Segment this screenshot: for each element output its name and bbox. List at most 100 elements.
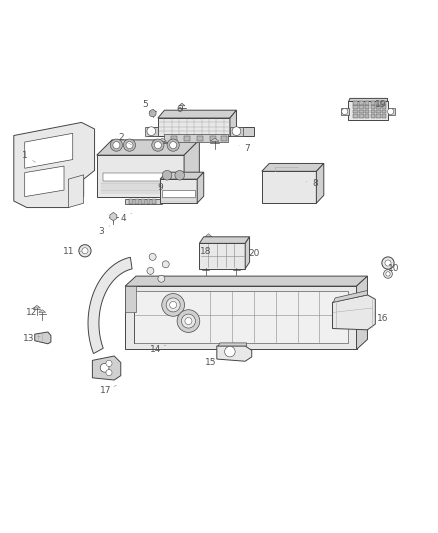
Polygon shape: [262, 171, 316, 203]
Circle shape: [79, 245, 91, 257]
Polygon shape: [316, 164, 324, 203]
Polygon shape: [39, 310, 46, 312]
Circle shape: [185, 318, 192, 325]
Circle shape: [124, 139, 136, 151]
Circle shape: [162, 294, 184, 316]
Circle shape: [154, 142, 161, 149]
Polygon shape: [158, 110, 237, 118]
Polygon shape: [353, 106, 358, 109]
Polygon shape: [376, 106, 381, 109]
Circle shape: [82, 248, 88, 254]
Polygon shape: [382, 101, 386, 104]
Polygon shape: [141, 199, 145, 204]
Circle shape: [126, 142, 133, 149]
Text: 19: 19: [375, 100, 386, 109]
Circle shape: [382, 257, 394, 269]
Text: 16: 16: [374, 313, 389, 324]
Polygon shape: [230, 110, 237, 135]
Circle shape: [100, 364, 109, 372]
Polygon shape: [25, 166, 64, 197]
Polygon shape: [359, 110, 364, 113]
Polygon shape: [376, 101, 381, 104]
Polygon shape: [152, 199, 156, 204]
Polygon shape: [218, 343, 247, 346]
Polygon shape: [33, 305, 40, 308]
Circle shape: [149, 253, 156, 261]
Text: 2: 2: [118, 133, 131, 145]
Polygon shape: [382, 110, 386, 113]
Circle shape: [110, 139, 123, 151]
Circle shape: [147, 268, 154, 274]
Polygon shape: [125, 286, 357, 350]
Polygon shape: [162, 190, 195, 197]
Polygon shape: [353, 110, 358, 113]
Circle shape: [167, 139, 179, 151]
Text: 7: 7: [239, 144, 250, 153]
Circle shape: [232, 127, 241, 135]
Circle shape: [170, 302, 177, 309]
Polygon shape: [135, 199, 139, 204]
Polygon shape: [349, 99, 388, 101]
Polygon shape: [145, 127, 158, 135]
Text: 13: 13: [23, 334, 40, 343]
Polygon shape: [332, 295, 375, 330]
Polygon shape: [262, 164, 324, 171]
Polygon shape: [88, 257, 132, 353]
Polygon shape: [376, 110, 381, 113]
Polygon shape: [245, 237, 250, 269]
Polygon shape: [25, 133, 73, 168]
Polygon shape: [134, 292, 348, 343]
Circle shape: [225, 346, 235, 357]
Polygon shape: [199, 244, 245, 269]
Polygon shape: [357, 276, 367, 350]
Polygon shape: [371, 114, 375, 118]
Text: 6: 6: [177, 105, 183, 114]
Circle shape: [162, 261, 169, 268]
Polygon shape: [35, 332, 51, 344]
Polygon shape: [371, 101, 375, 104]
Circle shape: [106, 360, 112, 367]
Polygon shape: [130, 199, 134, 204]
Circle shape: [170, 142, 177, 149]
Polygon shape: [125, 199, 162, 204]
Text: 18: 18: [200, 247, 212, 256]
Text: 9: 9: [157, 183, 163, 192]
Polygon shape: [160, 179, 197, 203]
Text: 5: 5: [142, 100, 151, 113]
Text: 11: 11: [63, 247, 82, 256]
Text: 1: 1: [22, 151, 35, 163]
Polygon shape: [184, 135, 190, 141]
Polygon shape: [341, 108, 349, 115]
Polygon shape: [199, 237, 250, 244]
Circle shape: [162, 171, 172, 180]
Polygon shape: [92, 356, 121, 380]
Polygon shape: [171, 135, 177, 141]
Text: 10: 10: [388, 264, 399, 273]
Polygon shape: [160, 172, 204, 179]
Polygon shape: [158, 118, 230, 135]
Circle shape: [106, 369, 112, 376]
Circle shape: [384, 270, 392, 278]
Circle shape: [147, 127, 155, 135]
Text: 17: 17: [100, 385, 117, 395]
Polygon shape: [97, 155, 184, 197]
Circle shape: [386, 272, 390, 276]
Polygon shape: [205, 234, 212, 237]
Polygon shape: [365, 101, 369, 104]
Polygon shape: [348, 101, 389, 120]
Circle shape: [181, 314, 195, 328]
Polygon shape: [147, 199, 150, 204]
Polygon shape: [365, 114, 369, 118]
Circle shape: [113, 142, 120, 149]
Polygon shape: [68, 175, 84, 207]
Polygon shape: [217, 346, 252, 361]
Text: 20: 20: [245, 249, 260, 258]
Text: 4: 4: [120, 213, 132, 223]
Polygon shape: [158, 138, 166, 141]
Polygon shape: [97, 140, 199, 155]
Polygon shape: [376, 114, 381, 118]
Polygon shape: [210, 138, 219, 141]
Polygon shape: [382, 114, 386, 118]
Circle shape: [149, 110, 156, 117]
Text: 12: 12: [25, 308, 40, 317]
